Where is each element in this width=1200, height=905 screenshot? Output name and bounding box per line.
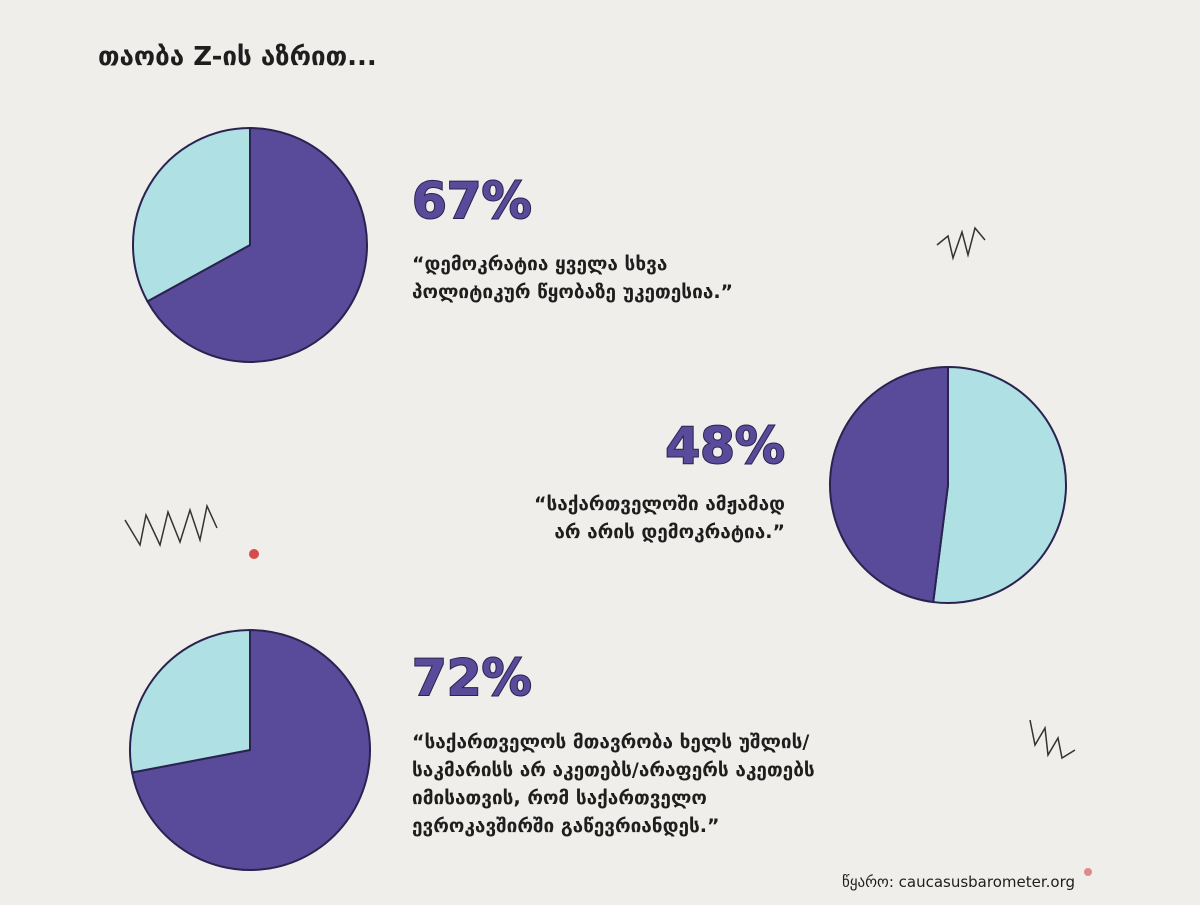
zigzag xyxy=(124,503,218,548)
caption-line: იმისათვის, რომ საქართველო xyxy=(412,787,707,809)
source: წყარო: caucasusbarometer.org xyxy=(842,873,1075,891)
value-label: 72% xyxy=(412,649,532,707)
caption-line: “დემოკრატია ყველა სხვა xyxy=(412,253,667,275)
title: თაობა Z-ის აზრით... xyxy=(98,42,377,72)
pie-slice xyxy=(130,628,371,871)
dot xyxy=(1084,868,1092,876)
pie-slice xyxy=(932,365,1067,604)
value-label: 67% xyxy=(412,172,532,230)
pie-slice xyxy=(129,628,251,774)
pie-slice xyxy=(829,365,949,604)
zigzag xyxy=(1029,719,1076,760)
zigzag xyxy=(936,226,986,261)
caption-line: ევროკავშირში გაწევრიანდეს.” xyxy=(412,815,720,837)
caption-line: საკმარისს არ აკეთებს/არაფერს აკეთებს xyxy=(412,759,815,781)
caption-line: “საქართველოს მთავრობა ხელს უშლის/ xyxy=(412,731,809,753)
pie-slice xyxy=(132,126,251,303)
pie-slice xyxy=(146,126,368,363)
caption-line: “საქართველოში ამჟამად xyxy=(534,493,785,515)
caption-line: პოლიტიკურ წყობაზე უკეთესია.” xyxy=(412,281,733,303)
caption-line: არ არის დემოკრატია.” xyxy=(554,521,785,543)
value-label: 48% xyxy=(665,417,785,475)
dot xyxy=(249,549,259,559)
